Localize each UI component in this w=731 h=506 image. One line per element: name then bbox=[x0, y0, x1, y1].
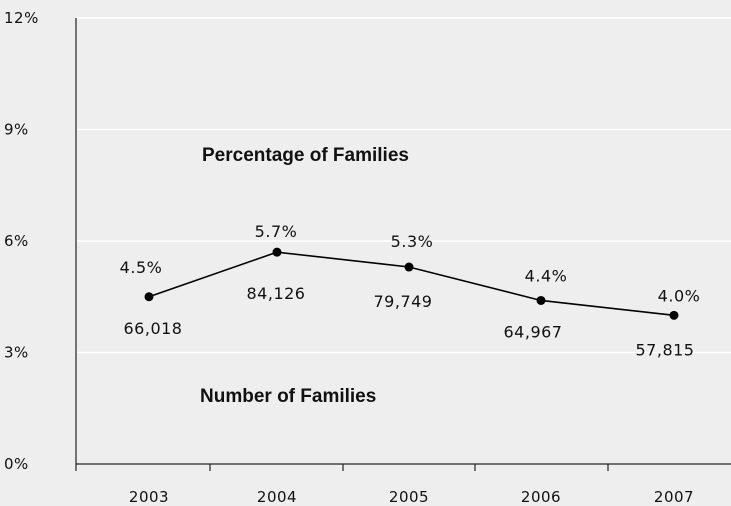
family-count-label-2006: 64,967 bbox=[504, 322, 563, 341]
data-point-2006 bbox=[536, 295, 546, 305]
number-annotation: Number of Families bbox=[200, 386, 376, 407]
y-tick-label: 6% bbox=[4, 232, 29, 250]
axes bbox=[75, 18, 731, 471]
series bbox=[144, 247, 679, 320]
data-point-2005 bbox=[404, 262, 414, 272]
data-point-2007 bbox=[669, 310, 679, 320]
x-tick-label-2005: 2005 bbox=[389, 488, 429, 506]
y-tick-label: 0% bbox=[4, 455, 29, 473]
percentage-label-2004: 5.7% bbox=[255, 222, 298, 241]
y-tick-label: 3% bbox=[4, 344, 29, 362]
percentage-label-2003: 4.5% bbox=[120, 258, 163, 277]
percentage-label-2005: 5.3% bbox=[391, 232, 434, 251]
percentage-annotation: Percentage of Families bbox=[202, 145, 409, 166]
family-count-label-2007: 57,815 bbox=[636, 340, 695, 359]
x-tick-label-2007: 2007 bbox=[654, 488, 694, 506]
x-tick-label-2003: 2003 bbox=[129, 488, 169, 506]
data-point-2004 bbox=[272, 247, 282, 257]
x-tick-label-2004: 2004 bbox=[257, 488, 297, 506]
data-labels: 4.5% 66,018 5.7% 84,126 5.3% 79,749 4.4% 64,967… bbox=[120, 222, 701, 359]
percentage-label-2006: 4.4% bbox=[525, 266, 568, 285]
x-tick-label-2006: 2006 bbox=[521, 488, 561, 506]
y-tick-labels: 0% 3% 6% 9% 12% bbox=[4, 9, 39, 473]
y-tick-label: 9% bbox=[4, 121, 29, 139]
data-point-2003 bbox=[144, 292, 154, 302]
x-tick-labels: 2003 2004 2005 2006 2007 bbox=[129, 488, 694, 506]
percentage-label-2007: 4.0% bbox=[658, 286, 701, 305]
family-count-label-2003: 66,018 bbox=[124, 319, 183, 338]
family-count-label-2005: 79,749 bbox=[374, 292, 433, 311]
gridlines bbox=[76, 17, 731, 354]
family-count-label-2004: 84,126 bbox=[247, 284, 306, 303]
y-tick-label: 12% bbox=[4, 9, 39, 27]
